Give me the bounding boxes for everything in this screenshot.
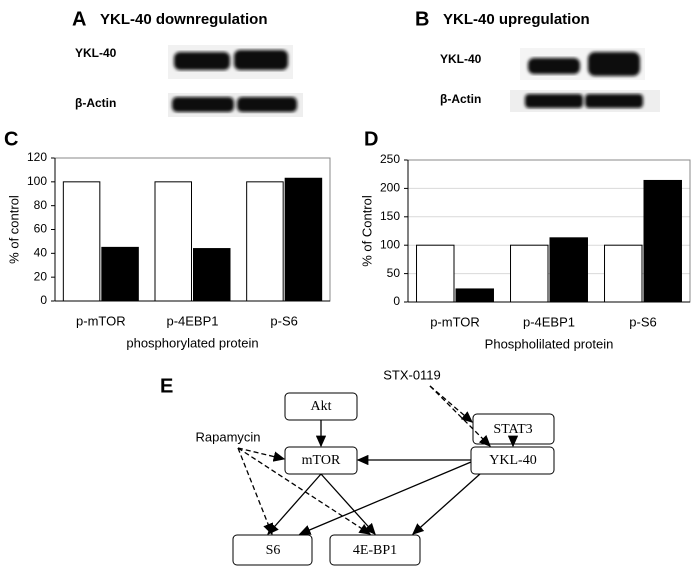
bar [604, 244, 643, 303]
inhibitor-label: Rapamycin [195, 429, 260, 444]
bar [246, 181, 284, 302]
diagram [232, 385, 555, 566]
y-tick-label: 80 [34, 198, 48, 212]
node-label: mTOR [302, 453, 341, 468]
bar [284, 177, 323, 302]
y-tick-label: 120 [27, 150, 47, 164]
y-axis-label: % of control [6, 195, 21, 264]
panel-letter: D [364, 128, 378, 150]
bar [455, 288, 494, 303]
bar [193, 248, 231, 302]
panel-letter: C [4, 128, 18, 150]
y-tick-label: 60 [34, 222, 48, 236]
node-label: YKL-40 [489, 453, 536, 468]
bar [62, 181, 101, 302]
panel-title: YKL-40 upregulation [443, 11, 590, 28]
bar [510, 244, 549, 303]
x-tick-label: p-4EBP1 [166, 313, 218, 328]
y-tick-label: 50 [387, 266, 401, 280]
blot-label: β-Actin [75, 96, 116, 110]
blot [168, 45, 303, 117]
y-tick-label: 150 [380, 209, 400, 223]
x-tick-label: p-mTOR [76, 313, 126, 328]
panel-letter: B [415, 8, 429, 30]
node-label: S6 [266, 543, 281, 558]
bar [101, 246, 139, 302]
node-label: STAT3 [493, 422, 532, 437]
panel-letter: A [72, 8, 86, 30]
bar [416, 244, 455, 303]
x-tick-label: p-4EBP1 [523, 314, 575, 329]
y-tick-label: 40 [34, 246, 48, 260]
bar [154, 181, 192, 302]
node-label: Akt [311, 399, 332, 414]
x-tick-label: p-mTOR [430, 314, 480, 329]
y-tick-label: 100 [27, 174, 47, 188]
y-tick-label: 100 [380, 237, 400, 251]
x-tick-label: p-S6 [629, 314, 656, 329]
y-tick-label: 200 [380, 181, 400, 195]
x-tick-label: p-S6 [270, 313, 297, 328]
y-tick-label: 250 [380, 152, 400, 166]
y-tick-label: 20 [34, 269, 48, 283]
blot-label: β-Actin [440, 92, 481, 106]
bar [643, 179, 682, 303]
x-axis-label: phosphorylated protein [126, 335, 258, 350]
node-label: 4E-BP1 [353, 543, 397, 558]
y-axis-label: % of Control [359, 195, 374, 267]
inhibitor-label: STX-0119 [383, 367, 441, 382]
x-axis-label: Phospholilated protein [485, 336, 614, 351]
y-tick-label: 0 [40, 293, 47, 307]
panel-title: YKL-40 downregulation [100, 11, 268, 28]
bar [549, 237, 588, 303]
y-tick-label: 0 [393, 294, 400, 308]
panel-letter: E [160, 375, 173, 397]
blot-label: YKL-40 [440, 52, 482, 66]
blot-label: YKL-40 [75, 46, 117, 60]
blot [510, 48, 660, 112]
